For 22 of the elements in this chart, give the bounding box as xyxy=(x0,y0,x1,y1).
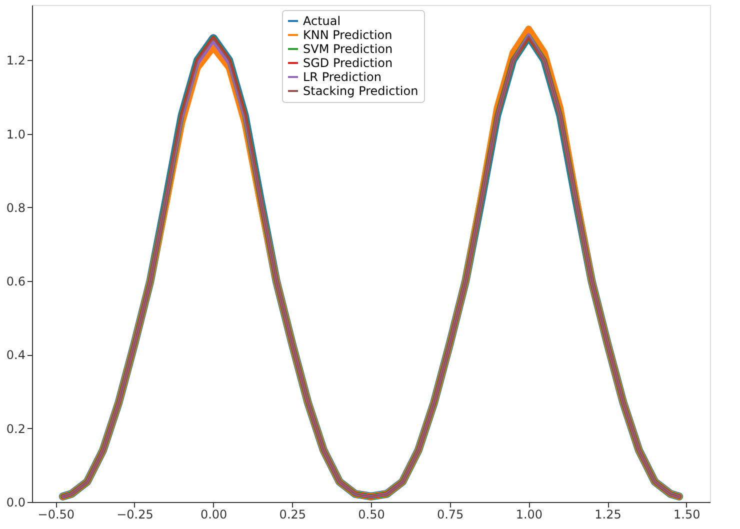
x-tick-label: 0.75 xyxy=(436,508,464,522)
y-tick-label: 0.8 xyxy=(6,200,26,215)
y-tick-label: 1.2 xyxy=(6,54,26,68)
y-tick-label: 1.0 xyxy=(6,127,26,142)
y-tick-label: 0.6 xyxy=(6,274,26,289)
x-tick-label: 0.25 xyxy=(279,508,306,522)
x-tick-label: 1.50 xyxy=(673,508,700,522)
x-tick-label: −0.50 xyxy=(38,508,75,522)
legend-label: Actual xyxy=(303,14,341,28)
y-tick-label: 0.2 xyxy=(6,422,26,436)
legend-label: KNN Prediction xyxy=(303,28,392,42)
x-tick-label: 1.00 xyxy=(516,508,543,522)
legend-label: LR Prediction xyxy=(303,70,382,84)
x-tick-label: 0.00 xyxy=(200,508,228,522)
x-tick-label: 1.25 xyxy=(594,508,622,522)
y-tick-label: 0.0 xyxy=(6,496,26,510)
legend-label: SGD Prediction xyxy=(303,56,393,70)
legend-label: Stacking Prediction xyxy=(303,84,418,98)
x-tick-label: 0.50 xyxy=(358,508,385,522)
x-tick-label: −0.25 xyxy=(116,508,154,522)
legend-label: SVM Prediction xyxy=(303,42,393,56)
y-tick-label: 0.4 xyxy=(6,348,26,362)
